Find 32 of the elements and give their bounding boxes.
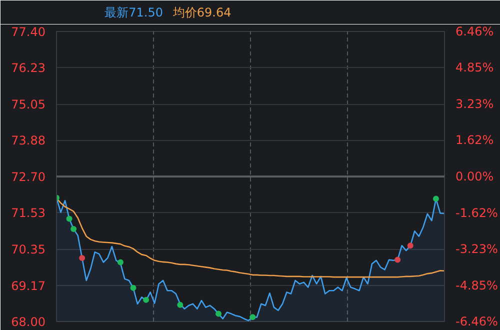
y2-tick-label: 0.00%: [456, 170, 494, 184]
point: [79, 254, 86, 261]
y2-tick-label: -1.62%: [456, 206, 498, 220]
y-tick-label: 71.53: [11, 206, 46, 220]
point: [394, 256, 401, 263]
y2-tick-label: 3.23%: [456, 97, 494, 111]
text: 均价69.64: [172, 6, 232, 20]
y2-tick-label: 4.85%: [456, 60, 494, 75]
point: [407, 242, 414, 249]
point: [130, 284, 136, 291]
y-tick-label: 68.00: [11, 315, 46, 329]
point: [117, 259, 124, 266]
y2-tick-label: 1.62%: [456, 133, 494, 148]
point: [432, 196, 439, 202]
text: 最新71.50: [104, 6, 163, 20]
y-tick-label: 76.23: [11, 61, 46, 76]
y-tick-label: 72.70: [11, 170, 46, 184]
point: [250, 314, 256, 320]
point: [143, 296, 150, 303]
y-tick-label: 77.40: [11, 25, 46, 39]
y-tick-label: 75.05: [11, 98, 46, 112]
point: [216, 310, 222, 317]
y-tick-label: 69.17: [11, 278, 46, 293]
y2-tick-label: -3.23%: [456, 242, 498, 256]
point: [66, 216, 72, 222]
point: [70, 226, 77, 232]
y-tick-label: 73.88: [11, 134, 46, 148]
y2-tick-label: 6.46%: [456, 24, 494, 38]
y-tick-label: 70.35: [11, 242, 46, 256]
point: [177, 302, 184, 308]
y2-tick-label: -4.85%: [456, 278, 498, 292]
y2-tick-label: -6.46%: [456, 314, 498, 328]
